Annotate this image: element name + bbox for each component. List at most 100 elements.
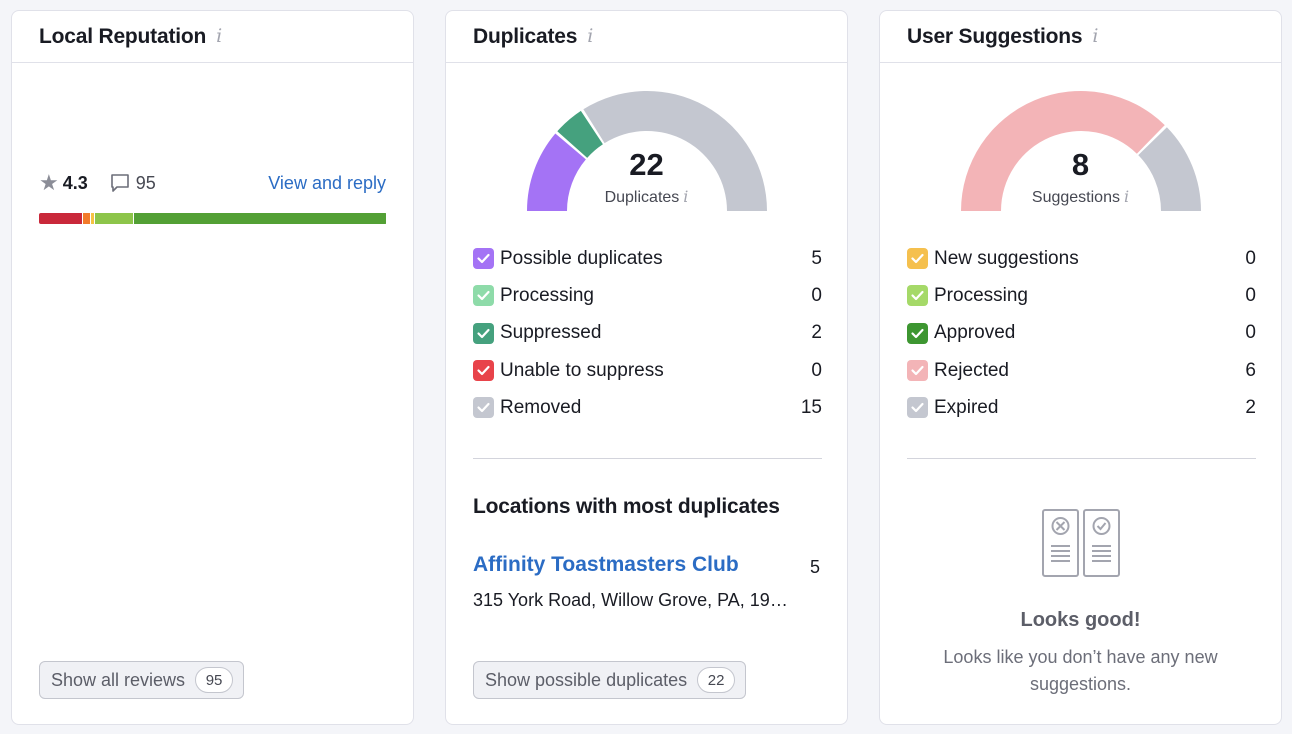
card-header: Local Reputation i [12,11,413,63]
legend-label: Removed [500,396,582,418]
check-icon [477,328,490,338]
legend-label: Approved [934,322,1016,344]
check-icon [477,254,490,264]
comment-icon [110,174,129,192]
star-icon: ★ [39,170,59,195]
checkbox[interactable] [907,360,928,382]
total-suggestions: 8 [1071,147,1090,182]
checkbox[interactable] [473,285,494,307]
gauge-segment [1138,127,1201,211]
checkbox[interactable] [907,285,928,307]
suggestions-legend: New suggestions 0 Processing 0 Approved 0 Reje… [907,240,1256,426]
gauge-label: Suggestions i [880,189,1281,207]
check-icon [911,291,924,301]
total-duplicates: 22 [629,147,664,182]
local-reputation-card: Local Reputation i ★ 4.3 95 View and rep… [11,10,414,725]
legend-row[interactable]: New suggestions 0 [907,240,1256,277]
show-possible-duplicates-button[interactable]: Show possible duplicates 22 [473,661,747,699]
legend-value: 2 [1245,396,1256,418]
card-header: Duplicates i [446,11,847,63]
checkbox[interactable] [907,322,928,344]
legend-row[interactable]: Processing 0 [473,277,822,314]
check-icon [911,328,924,338]
empty-state-description: Looks like you don’t have any new sugges… [943,647,1218,694]
checkbox[interactable] [907,248,928,270]
section-title: Locations with most duplicates [473,495,780,518]
gauge-segment [527,133,586,211]
location-link[interactable]: Affinity Toastmasters Club [473,553,739,576]
info-icon[interactable]: i [683,187,689,206]
rating-bar-segment [39,213,82,224]
legend-row[interactable]: Rejected 6 [907,352,1256,389]
count-badge: 95 [195,667,234,693]
legend-value: 0 [811,284,822,306]
rating-value: 4.3 [62,172,88,193]
legend-value: 0 [1245,322,1256,344]
check-icon [911,254,924,264]
info-icon[interactable]: i [587,25,594,47]
checkbox[interactable] [907,397,928,419]
gauge-caption: Duplicates [604,189,680,206]
info-icon[interactable]: i [1123,187,1130,206]
legend-value: 5 [811,247,822,269]
legend-row[interactable]: Processing 0 [907,277,1256,314]
rating-bar-segment [82,213,90,224]
documents-check-icon [1042,509,1120,577]
info-icon[interactable]: i [1092,25,1099,47]
card-header: User Suggestions i [880,11,1281,63]
count-badge: 22 [697,667,736,693]
legend-value: 0 [811,359,822,381]
card-title: Duplicates [473,24,578,48]
empty-state-title: Looks good! [1020,609,1141,631]
legend-label: Processing [934,284,1028,306]
user-suggestions-card: User Suggestions i 8 Suggestions i New su… [879,10,1282,725]
show-all-reviews-button[interactable]: Show all reviews 95 [39,661,245,699]
button-label: Show possible duplicates [485,669,688,690]
check-icon [477,403,490,413]
check-icon [477,291,490,301]
checkbox[interactable] [473,322,494,344]
rating-bar-segment [133,213,387,224]
checkbox[interactable] [473,248,494,270]
gauge-total: 8 [880,149,1281,180]
checkbox[interactable] [473,397,494,419]
legend-value: 0 [1245,284,1256,306]
legend-row[interactable]: Suppressed 2 [473,315,822,352]
legend-row[interactable]: Possible duplicates 5 [473,240,822,277]
card-title: Local Reputation [39,24,207,48]
gauge-label: Duplicates i [446,189,847,207]
info-icon[interactable]: i [216,25,223,47]
legend-row[interactable]: Removed 15 [473,389,822,426]
review-count: 95 [135,172,156,193]
button-label: Show all reviews [51,669,186,690]
legend-label: Suppressed [500,322,602,344]
duplicates-gauge [527,90,767,211]
legend-value: 15 [800,396,822,418]
legend-label: Expired [934,396,999,418]
duplicates-legend: Possible duplicates 5 Processing 0 Suppresse… [473,240,822,426]
checkbox[interactable] [473,360,494,382]
rating-bar-segment [95,213,133,224]
gauge-segment [961,90,1165,211]
gauge-total: 22 [446,149,847,180]
legend-row[interactable]: Unable to suppress 0 [473,352,822,389]
divider [907,458,1256,459]
card-title: User Suggestions [907,24,1083,48]
view-and-reply-link[interactable]: View and reply [268,172,386,193]
check-icon [477,365,490,376]
divider [473,458,822,459]
legend-value: 6 [1245,359,1256,381]
legend-label: Processing [500,284,594,306]
legend-row[interactable]: Approved 0 [907,315,1256,352]
reputation-summary: ★ 4.3 95 View and reply [39,171,386,195]
check-icon [911,365,924,376]
suggestions-gauge [961,90,1201,211]
legend-label: Possible duplicates [500,247,663,269]
rating-bar-segment [90,213,95,224]
legend-label: Unable to suppress [500,359,664,381]
legend-value: 2 [811,322,822,344]
gauge-caption: Suggestions [1031,189,1120,206]
location-address: 315 York Road, Willow Grove, PA, 19090 [473,590,793,610]
legend-row[interactable]: Expired 2 [907,389,1256,426]
gauge-segment [583,90,767,211]
